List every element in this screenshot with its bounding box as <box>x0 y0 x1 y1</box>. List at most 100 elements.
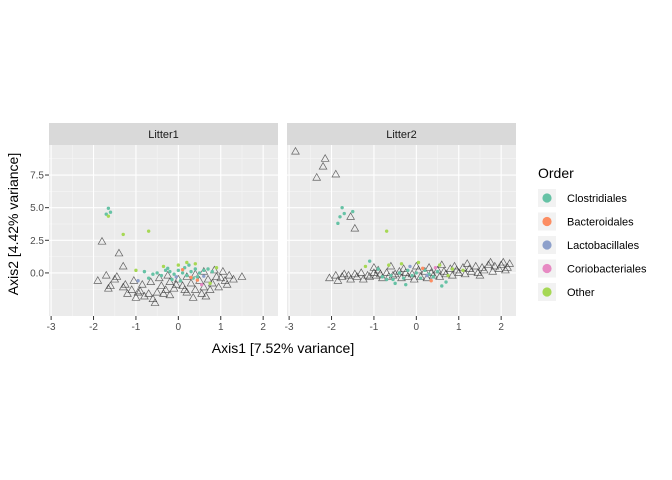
taxa-point <box>121 232 125 237</box>
sample-point <box>186 278 196 287</box>
sample-point <box>346 274 356 283</box>
taxa-point <box>193 267 198 271</box>
taxa-point <box>418 276 423 280</box>
sample-point <box>150 298 160 306</box>
taxa-point <box>380 275 385 279</box>
x-tick-label: -1 <box>131 322 140 333</box>
taxa-point <box>376 267 380 271</box>
legend-key-swatch <box>542 240 552 250</box>
taxa-point <box>435 269 440 274</box>
sample-point <box>137 279 147 288</box>
sample-point <box>201 291 211 300</box>
sample-point <box>390 269 400 278</box>
sample-point <box>331 169 341 178</box>
sample-point <box>144 289 154 297</box>
taxa-point <box>416 260 421 265</box>
taxa-point <box>391 277 395 282</box>
sample-point <box>325 273 334 282</box>
sample-point <box>320 154 330 162</box>
sample-point <box>411 261 421 270</box>
facet-panel: Litter1 -3 -2 -1 0 1 2 <box>47 123 278 333</box>
taxa-point <box>340 205 344 210</box>
facet-strip-label: Litter1 <box>148 129 179 141</box>
taxa-point <box>146 229 151 233</box>
sample-point <box>291 146 300 155</box>
sample-point <box>500 265 510 274</box>
legend-key-swatch <box>542 287 552 297</box>
taxa-point <box>106 206 111 211</box>
sample-point <box>129 276 139 284</box>
taxa-point <box>174 275 178 279</box>
sample-point <box>486 257 495 266</box>
taxa-point <box>202 274 206 278</box>
sample-point <box>339 269 349 278</box>
sample-point <box>190 285 200 293</box>
sample-point <box>450 261 459 270</box>
sample-point <box>118 282 128 291</box>
panel-background <box>287 145 516 316</box>
sample-point <box>373 265 383 274</box>
legend-item-label: Other <box>567 287 595 299</box>
x-tick-label: 1 <box>218 322 224 333</box>
sample-point <box>216 273 226 282</box>
y-tick-label: 7.5 <box>30 171 44 182</box>
taxa-point <box>180 271 185 275</box>
sample-point <box>165 290 175 299</box>
x-tick-label: -2 <box>327 322 336 333</box>
sample-point <box>182 272 192 280</box>
taxa-point <box>206 267 210 271</box>
sample-point <box>369 263 379 271</box>
taxa-point <box>155 271 159 275</box>
taxa-point <box>161 264 166 269</box>
x-axis-title: Axis1 [7.52% variance] <box>212 340 354 356</box>
sample-point <box>133 287 143 296</box>
taxa-point <box>208 281 212 286</box>
sample-point <box>103 283 113 292</box>
sample-point <box>346 212 356 220</box>
y-axis-title: Axis2 [4.42% variance] <box>5 153 21 295</box>
sample-point <box>399 264 409 272</box>
taxa-point <box>178 279 183 283</box>
taxa-point <box>202 268 206 273</box>
taxa-point <box>176 268 181 273</box>
sample-point <box>154 273 164 282</box>
sample-point <box>203 274 213 283</box>
facet-strip <box>287 123 516 145</box>
taxa-point <box>185 273 189 278</box>
taxa-point <box>399 262 404 266</box>
taxa-point <box>397 271 402 275</box>
sample-point <box>171 279 181 288</box>
sample-point <box>190 269 200 278</box>
sample-point <box>182 287 192 296</box>
sample-point <box>120 279 130 288</box>
sample-point <box>447 270 457 279</box>
x-tick-label: -2 <box>89 322 98 333</box>
facet-panels: 0.0 2.5 5.0 7.5 Litter1 -3 -2 -1 0 1 2 Litter2 -3 -2 -… <box>30 123 516 333</box>
sample-point <box>435 272 445 280</box>
taxa-point <box>342 211 346 216</box>
sample-point <box>205 285 215 293</box>
taxa-point <box>414 271 419 275</box>
taxa-point <box>180 267 185 272</box>
taxa-point <box>425 273 429 278</box>
sample-point <box>488 266 498 275</box>
sample-point <box>224 270 234 279</box>
x-tick-label: 0 <box>176 322 182 333</box>
sample-point <box>97 236 107 245</box>
taxa-point <box>363 264 368 269</box>
taxa-point <box>450 267 455 271</box>
sample-point <box>403 272 413 280</box>
sample-point <box>358 274 368 283</box>
taxa-point <box>151 272 155 276</box>
sample-point <box>188 293 198 301</box>
taxa-point <box>187 263 191 267</box>
taxa-point <box>401 276 406 280</box>
taxa-point <box>189 275 193 280</box>
taxa-point <box>199 282 204 287</box>
sample-point <box>490 261 500 270</box>
sample-point <box>375 269 385 278</box>
sample-point <box>152 287 162 296</box>
sample-point <box>140 291 149 300</box>
legend-item-label: Lactobacillales <box>567 240 640 252</box>
legend-title: Order <box>538 165 574 181</box>
